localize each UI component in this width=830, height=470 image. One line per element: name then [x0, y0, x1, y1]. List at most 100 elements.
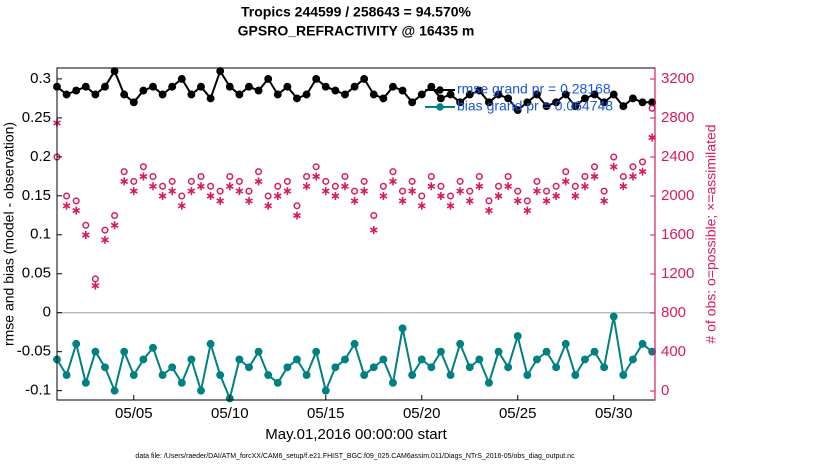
- y2-tick-label: 2800: [661, 109, 694, 126]
- x-axis-label: May.01,2016 00:00:00 start: [265, 426, 447, 443]
- circle-marker: [417, 90, 426, 99]
- circle-marker: [389, 82, 397, 91]
- circle-marker: [149, 343, 157, 352]
- circle-marker: [139, 355, 148, 364]
- circle-marker: [63, 192, 71, 200]
- circle-marker: [177, 378, 186, 387]
- asterisk-marker: [101, 235, 109, 244]
- circle-marker: [533, 177, 541, 185]
- asterisk-marker: [72, 206, 81, 215]
- asterisk-marker: [571, 192, 580, 200]
- y2-tick-label: 0: [661, 382, 669, 399]
- circle-marker: [561, 90, 570, 99]
- circle-marker: [235, 90, 244, 99]
- circle-marker: [216, 371, 225, 380]
- circle-marker: [91, 347, 100, 356]
- circle-marker: [465, 363, 474, 372]
- circle-marker: [504, 363, 513, 372]
- circle-marker: [542, 347, 551, 356]
- circle-marker: [110, 67, 119, 76]
- circle-marker: [312, 347, 321, 356]
- y-tick-label: 0.05: [22, 265, 51, 282]
- asterisk-marker: [523, 206, 532, 215]
- circle-marker: [216, 187, 224, 195]
- circle-marker: [159, 182, 167, 190]
- circle-marker: [187, 90, 196, 99]
- circle-marker: [331, 86, 340, 95]
- circle-marker: [129, 371, 138, 380]
- circle-marker: [110, 386, 119, 395]
- asterisk-marker: [139, 172, 148, 181]
- circle-marker: [638, 98, 647, 107]
- circle-marker: [446, 90, 455, 99]
- asterisk-marker: [389, 177, 397, 186]
- circle-marker: [341, 90, 349, 99]
- circle-marker: [322, 177, 330, 185]
- asterisk-marker: [417, 201, 426, 210]
- asterisk-marker: [609, 162, 618, 171]
- circle-marker: [303, 172, 311, 181]
- circle-marker: [389, 378, 397, 387]
- circle-marker: [494, 347, 503, 356]
- asterisk-marker: [149, 182, 157, 191]
- circle-marker: [341, 172, 349, 181]
- circle-marker: [456, 339, 465, 348]
- asterisk-marker: [350, 196, 359, 205]
- circle-marker: [101, 363, 109, 372]
- circle-marker: [379, 182, 387, 190]
- circle-marker: [264, 192, 272, 200]
- y-tick-label: 0: [43, 304, 51, 321]
- circle-marker: [436, 94, 445, 103]
- asterisk-marker: [533, 187, 541, 196]
- circle-marker: [206, 94, 215, 103]
- circle-marker: [158, 90, 167, 99]
- circle-marker: [399, 187, 407, 195]
- circle-marker: [629, 163, 637, 171]
- circle-marker: [72, 86, 81, 95]
- circle-marker: [149, 172, 157, 181]
- circle-marker: [571, 102, 580, 111]
- asterisk-marker: [446, 201, 455, 210]
- y2-tick-label: 800: [661, 304, 686, 321]
- asterisk-marker: [619, 182, 628, 191]
- circle-marker: [370, 211, 378, 220]
- circle-marker: [484, 378, 493, 387]
- circle-marker: [274, 182, 282, 190]
- circle-marker: [590, 163, 599, 171]
- asterisk-marker: [504, 182, 513, 191]
- circle-marker: [494, 182, 503, 190]
- x-tick-label: 05/20: [403, 405, 441, 422]
- circle-marker: [197, 386, 205, 395]
- asterisk-marker: [552, 192, 561, 200]
- circle-marker: [408, 371, 417, 380]
- asterisk-marker: [485, 206, 493, 215]
- circle-marker: [197, 172, 205, 181]
- asterisk-marker: [542, 196, 551, 205]
- circle-marker: [130, 177, 138, 185]
- asterisk-marker: [235, 187, 244, 196]
- asterisk-marker: [187, 187, 196, 196]
- legend-marker: [436, 86, 444, 94]
- circle-marker: [456, 98, 465, 107]
- y2-tick-label: 1200: [661, 265, 694, 282]
- circle-marker: [542, 187, 551, 195]
- circle-marker: [129, 98, 138, 107]
- legend-marker: [436, 103, 444, 111]
- y-tick-label: 0.2: [30, 148, 51, 165]
- circle-marker: [619, 371, 628, 380]
- asterisk-marker: [254, 177, 263, 186]
- circle-marker: [379, 355, 388, 364]
- asterisk-marker: [341, 182, 349, 191]
- circle-marker: [226, 172, 234, 181]
- circle-marker: [245, 363, 253, 372]
- y2-tick-label: 400: [661, 343, 686, 360]
- asterisk-marker: [581, 182, 589, 191]
- circle-marker: [485, 197, 493, 205]
- y-tick-label: 0.25: [22, 109, 51, 126]
- circle-marker: [427, 172, 435, 181]
- circle-marker: [273, 378, 282, 387]
- circle-marker: [158, 371, 167, 380]
- circle-marker: [178, 192, 186, 200]
- circle-marker: [408, 98, 417, 107]
- circle-marker: [619, 102, 628, 111]
